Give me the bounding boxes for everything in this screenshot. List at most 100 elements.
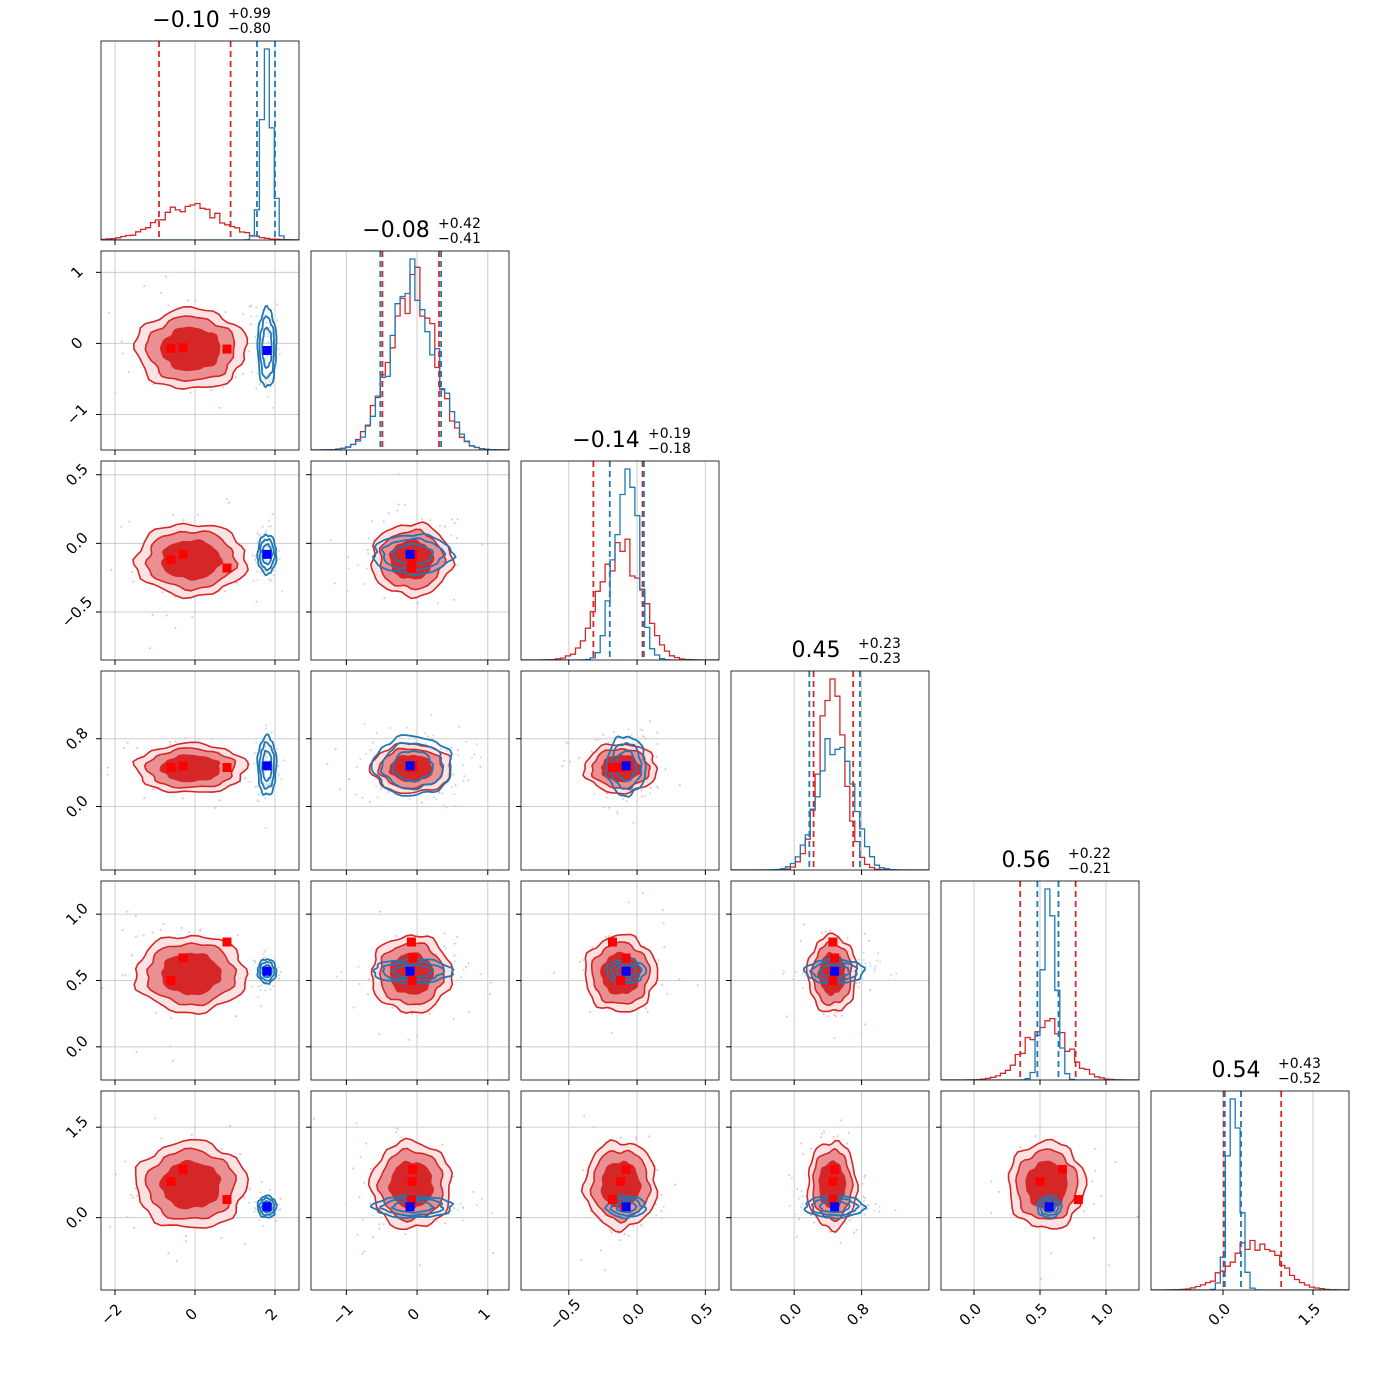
- sample-point: [361, 1218, 364, 1221]
- contour-blue: [256, 1194, 278, 1219]
- sample-point: [656, 731, 659, 734]
- sample-point: [610, 741, 613, 744]
- contour-panel-6-5: 0.0 0.5 1.0: [936, 1090, 1140, 1329]
- sample-point: [1114, 1161, 1117, 1164]
- sample-point: [121, 974, 124, 977]
- marker-blue: [262, 346, 272, 355]
- panel-frame: [520, 670, 720, 871]
- sample-point: [819, 1136, 822, 1139]
- sample-point: [627, 901, 630, 904]
- sample-point: [265, 756, 268, 759]
- sample-point: [442, 804, 445, 807]
- sample-point: [395, 1131, 398, 1134]
- sample-point: [167, 1252, 170, 1255]
- sample-point: [1094, 1169, 1097, 1172]
- sample-point: [347, 556, 350, 559]
- sample-point: [791, 978, 794, 981]
- y-tick-label: 1.0: [62, 899, 92, 929]
- sample-point: [196, 513, 199, 516]
- sample-point: [273, 956, 276, 959]
- sample-point: [456, 749, 459, 752]
- marker-red: [616, 763, 626, 773]
- sample-point: [640, 788, 643, 791]
- sample-point: [582, 958, 585, 961]
- sample-point: [242, 313, 245, 316]
- sample-point: [265, 783, 268, 786]
- sample-point: [312, 1117, 315, 1120]
- x-tick-label: 0.0: [776, 1300, 806, 1330]
- histogram-panel-1: −0.10 +0.99−0.80: [100, 6, 300, 245]
- marker-blue: [405, 966, 415, 976]
- sample-point: [261, 525, 264, 528]
- sample-point: [227, 501, 230, 504]
- sample-point: [269, 988, 272, 991]
- panel-frame: [310, 250, 510, 451]
- sample-point: [256, 532, 259, 535]
- sample-point: [857, 986, 860, 989]
- sample-point: [660, 1217, 663, 1220]
- contour-blue: [256, 958, 278, 985]
- sample-point: [454, 960, 457, 963]
- sample-point: [254, 335, 257, 338]
- sample-point: [661, 909, 664, 912]
- panel-frame: [520, 1090, 720, 1291]
- sample-point: [820, 932, 823, 935]
- sample-point: [255, 741, 258, 744]
- contour-blue: [817, 964, 852, 979]
- marker-red: [407, 1176, 417, 1186]
- sample-point: [630, 734, 633, 737]
- marker-blue: [262, 761, 272, 771]
- marker-red: [222, 763, 232, 773]
- marker-blue: [621, 1202, 631, 1212]
- sample-point: [369, 1168, 372, 1171]
- sample-point: [827, 1015, 830, 1018]
- histogram-red: [311, 266, 509, 450]
- sample-point: [835, 1011, 838, 1014]
- sample-point: [252, 579, 255, 582]
- panel-title-minus: −0.52: [1278, 1071, 1321, 1087]
- sample-point: [368, 978, 371, 981]
- panel-title-minus: −0.80: [228, 21, 271, 37]
- sample-point: [452, 1018, 455, 1021]
- contour-red-inner: [1025, 1160, 1068, 1209]
- panel-title-plus: +0.43: [1278, 1056, 1321, 1072]
- panel-frame: [520, 460, 720, 661]
- sample-point: [77, 1021, 79, 1023]
- sample-point: [424, 742, 427, 745]
- sample-point: [793, 974, 796, 977]
- sample-point: [255, 570, 258, 573]
- sample-point: [278, 558, 281, 561]
- sample-point: [134, 1187, 137, 1190]
- sample-point: [191, 616, 194, 619]
- sample-point: [643, 736, 646, 739]
- sample-point: [376, 796, 379, 799]
- sample-point: [251, 554, 254, 557]
- sample-point: [662, 922, 665, 925]
- sample-point: [454, 784, 457, 787]
- sample-point: [862, 958, 865, 961]
- sample-point: [340, 970, 343, 973]
- sample-point: [635, 1138, 638, 1141]
- sample-point: [640, 1225, 643, 1228]
- sample-point: [186, 299, 189, 302]
- sample-point: [787, 1174, 790, 1177]
- sample-point: [127, 370, 130, 373]
- contour-blue: [390, 1200, 436, 1214]
- sample-point: [225, 498, 228, 501]
- sample-point: [254, 785, 257, 788]
- sample-point: [866, 1208, 869, 1211]
- sample-point: [832, 1135, 835, 1138]
- panel-title-plus: +0.22: [1068, 846, 1111, 862]
- x-tick-label: 0: [182, 1305, 201, 1324]
- sample-point: [154, 1011, 157, 1014]
- panel-frame: [100, 670, 300, 871]
- sample-point: [278, 1208, 281, 1211]
- sample-point: [154, 1117, 157, 1120]
- sample-point: [666, 992, 669, 995]
- marker-red: [178, 761, 188, 771]
- sample-point: [418, 1264, 421, 1267]
- sample-point: [259, 533, 262, 536]
- sample-point: [255, 562, 258, 565]
- x-tick-label: 0.8: [843, 1300, 873, 1330]
- sample-point: [151, 931, 154, 934]
